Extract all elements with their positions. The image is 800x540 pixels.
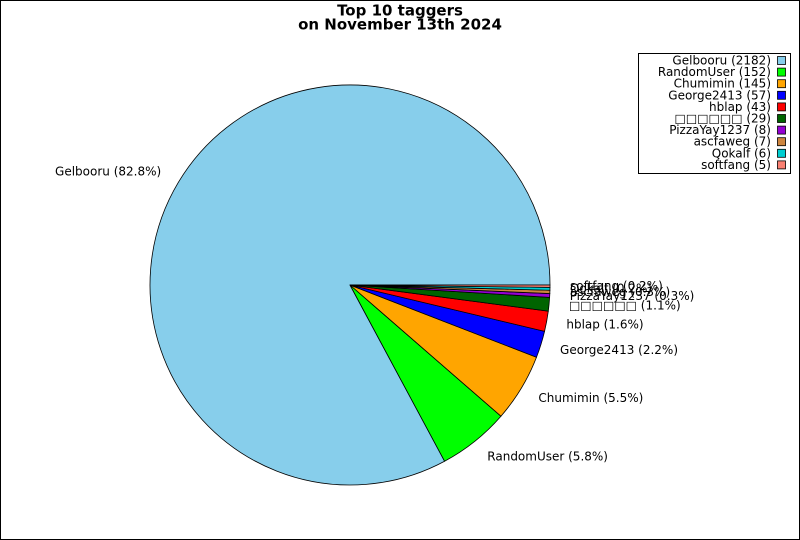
legend-swatch	[777, 114, 786, 123]
slice-label: Gelbooru (82.8%)	[55, 165, 161, 179]
legend-label: Gelbooru (2182)	[672, 54, 771, 68]
legend-label: hblap (43)	[709, 100, 771, 114]
legend-swatch	[777, 56, 786, 65]
slice-label: □□□□□□ (1.1%)	[569, 299, 681, 313]
legend-label: George2413 (57)	[668, 88, 771, 102]
chart-title: Top 10 taggers	[337, 2, 463, 20]
slice-label: Chumimin (5.5%)	[538, 391, 643, 405]
slice-label: Qokalf (0.2%)	[570, 282, 652, 296]
slice-label: RandomUser (5.8%)	[487, 449, 608, 463]
legend-swatch	[777, 67, 786, 77]
legend-box	[638, 53, 791, 174]
slice-label: softfang (0.2%)	[570, 279, 663, 293]
legend-label: PizzaYay1237 (8)	[669, 123, 771, 137]
legend-label: RandomUser (152)	[658, 65, 771, 79]
legend-swatch	[777, 79, 786, 89]
slice-label: PizzaYay1237 (0.3%)	[570, 289, 695, 303]
legend-swatch	[777, 148, 786, 158]
slice-label: hblap (1.6%)	[566, 317, 643, 331]
legend-label: Chumimin (145)	[674, 77, 771, 91]
legend-swatch	[777, 137, 786, 147]
chart-subtitle: on November 13th 2024	[298, 16, 502, 34]
legend-swatch	[777, 160, 786, 170]
legend-label: □□□□□□ (29)	[675, 112, 771, 126]
legend-swatch	[777, 102, 786, 112]
slice-label: ascfaweg (0.3%)	[570, 285, 670, 299]
legend-label: ascfaweg (7)	[694, 135, 771, 149]
pie-slice	[349, 284, 551, 288]
slice-label: George2413 (2.2%)	[560, 343, 678, 357]
legend-label: Qokalf (6)	[712, 146, 771, 160]
legend-label: softfang (5)	[701, 158, 771, 172]
legend-swatch	[777, 125, 786, 135]
legend-swatch	[777, 90, 786, 100]
